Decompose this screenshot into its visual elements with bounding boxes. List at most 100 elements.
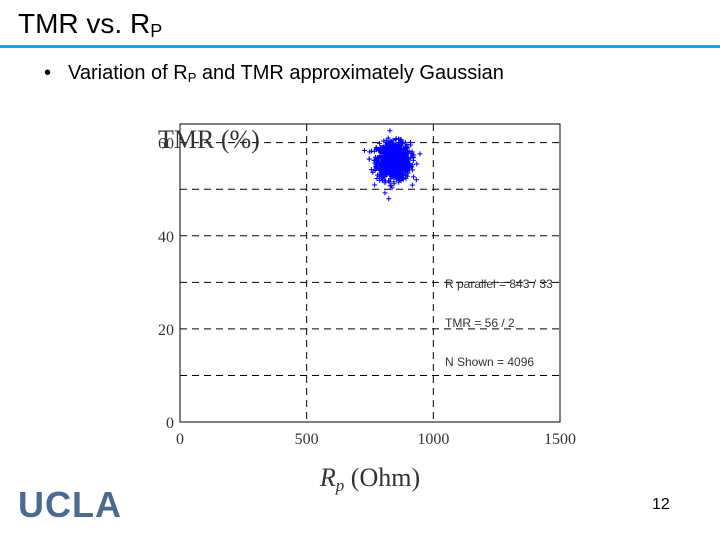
scatter-point [403,175,409,181]
scatter-point [413,177,419,183]
scatter-point [391,173,397,179]
stats-annotation: TMR = 56 / 2 [445,316,515,330]
scatter-point [396,179,402,185]
scatter-point [389,148,395,154]
x-tick-label: 1500 [544,431,576,448]
scatter-point [373,164,379,170]
scatter-point [406,148,412,154]
slide-title: TMR vs. RP [18,6,162,49]
scatter-point [386,172,392,178]
page-number: 12 [652,496,670,513]
scatter-point [400,176,406,182]
y-axis-label: TMR (%) [158,125,260,154]
scatter-point [373,162,379,168]
scatter-point [381,163,387,169]
y-tick-label: 40 [158,229,174,246]
scatter-point [407,164,413,170]
scatter-point [391,181,397,187]
scatter-point [405,159,411,165]
x-tick-label: 0 [176,431,184,448]
title-underline [0,45,720,48]
scatter-point [383,137,389,143]
plot-frame [179,123,561,423]
scatter-point [399,143,405,149]
scatter-point [372,182,378,188]
scatter-point [400,169,406,175]
scatter-point [402,145,408,151]
scatter-point [414,161,420,167]
scatter-point [390,141,396,147]
scatter-point [385,151,391,157]
bullet-subscript: P [187,70,197,85]
stats-annotation: R parallel = 843 / 33 [445,277,553,291]
y-tick-label: 20 [158,322,174,339]
scatter-point [380,172,386,178]
bullet-item: • Variation of RP and TMR approximately G… [44,58,504,93]
scatter-point [387,166,393,172]
y-tick-label: 0 [166,415,174,432]
scatter-series [361,128,423,202]
scatter-point [381,138,387,144]
scatter-point [386,196,392,202]
scatter-point [410,174,416,180]
slide-title-subscript: P [150,21,163,41]
x-tick-label: 1000 [417,431,449,448]
scatter-point [389,185,395,191]
scatter-point [369,148,375,154]
scatter-point [387,179,393,185]
scatter-point [379,145,385,151]
scatter-point [380,167,386,173]
scatter-point [410,155,416,161]
scatter-point [396,165,402,171]
scatter-point [391,160,397,166]
scatter-point [372,157,378,163]
scatter-point [385,140,391,146]
scatter-point [373,145,379,151]
scatter-point [377,140,383,146]
scatter-point [366,156,372,162]
scatter-point [390,163,396,169]
y-tick-label: 60 [158,136,174,153]
scatter-point [383,143,389,149]
scatter-point [399,154,405,160]
scatter-point [379,176,385,182]
scatter-point [374,145,380,151]
scatter-point [375,172,381,178]
scatter-point [382,190,388,196]
scatter-point [402,139,408,145]
scatter-point [397,145,403,151]
scatter-point [376,148,382,154]
scatter-point [398,149,404,155]
scatter-point [417,151,423,157]
scatter-point [383,162,389,168]
x-axis-label: Rp (Ohm) [319,463,420,495]
scatter-point [386,146,392,152]
ucla-logo: UCLA [18,484,122,525]
scatter-point [387,160,393,166]
bullet-marker: • [44,62,52,84]
scatter-point [397,173,403,179]
scatter-point [383,144,389,150]
scatter-point [393,135,399,141]
bullet-text-post: and TMR approximately Gaussian [196,62,504,84]
scatter-point [384,157,390,163]
x-tick-label: 500 [295,431,319,448]
scatter-point [409,149,415,155]
scatter-point [389,142,395,148]
scatter-point [361,148,367,154]
scatter-point [368,167,374,173]
scatter-point [372,154,378,160]
scatter-point [387,128,393,134]
bullet-text-pre: Variation of R [68,62,188,84]
scatter-point [394,176,400,182]
scatter-point [409,182,415,188]
scatter-point [402,146,408,152]
scatter-point [407,139,413,145]
scatter-point [395,155,401,161]
scatter-point [383,178,389,184]
scatter-point [399,160,405,166]
scatter-chart: 0 20 40 60 0 500 1000 1500 TMR (%) Rp (Ohm) R para… [158,123,576,495]
scatter-point [393,147,399,153]
scatter-point [370,169,376,175]
stats-annotation: N Shown = 4096 [445,355,534,369]
